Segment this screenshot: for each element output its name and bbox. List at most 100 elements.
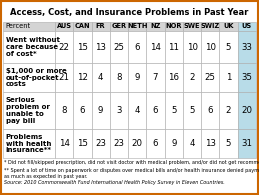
Bar bbox=[128, 31, 146, 63]
Text: 5: 5 bbox=[226, 139, 231, 148]
Text: 8: 8 bbox=[61, 106, 67, 115]
Text: Problems
with health
insurance**: Problems with health insurance** bbox=[5, 134, 52, 153]
Text: 20: 20 bbox=[132, 139, 143, 148]
Bar bbox=[73, 92, 91, 129]
Bar bbox=[183, 63, 201, 92]
Text: 35: 35 bbox=[241, 73, 252, 82]
Text: 5: 5 bbox=[171, 106, 177, 115]
Text: 4: 4 bbox=[98, 73, 103, 82]
Text: 16: 16 bbox=[168, 73, 179, 82]
Bar bbox=[201, 92, 219, 129]
Bar bbox=[91, 92, 110, 129]
Text: NETH: NETH bbox=[127, 24, 147, 29]
Bar bbox=[3, 63, 55, 92]
Bar bbox=[238, 22, 256, 31]
Bar bbox=[201, 22, 219, 31]
Text: 6: 6 bbox=[80, 106, 85, 115]
Text: 8: 8 bbox=[116, 73, 122, 82]
Bar bbox=[110, 31, 128, 63]
Bar bbox=[73, 63, 91, 92]
Text: 10: 10 bbox=[205, 43, 216, 51]
Bar bbox=[146, 22, 165, 31]
Text: ** Spent a lot of time on paperwork or disputes over medical bills and/or health: ** Spent a lot of time on paperwork or d… bbox=[4, 168, 259, 179]
Text: GER: GER bbox=[111, 24, 126, 29]
Bar bbox=[183, 22, 201, 31]
Text: 15: 15 bbox=[77, 139, 88, 148]
Text: 9: 9 bbox=[171, 139, 176, 148]
Text: Serious
problem or
unable to
pay bill: Serious problem or unable to pay bill bbox=[5, 98, 49, 124]
Bar bbox=[183, 92, 201, 129]
Bar bbox=[3, 92, 55, 129]
Text: 22: 22 bbox=[59, 43, 70, 51]
Text: CAN: CAN bbox=[75, 24, 90, 29]
Text: 4: 4 bbox=[189, 139, 195, 148]
Text: 5: 5 bbox=[226, 43, 231, 51]
Bar bbox=[183, 129, 201, 158]
Text: UK: UK bbox=[223, 24, 234, 29]
Text: 2: 2 bbox=[226, 106, 231, 115]
Text: 23: 23 bbox=[95, 139, 106, 148]
Text: 6: 6 bbox=[153, 139, 158, 148]
Bar bbox=[91, 129, 110, 158]
Bar bbox=[91, 22, 110, 31]
Text: 10: 10 bbox=[186, 43, 198, 51]
Text: 7: 7 bbox=[153, 73, 158, 82]
Bar bbox=[146, 129, 165, 158]
Text: 14: 14 bbox=[150, 43, 161, 51]
Text: * Did not fill/skipped prescription, did not visit doctor with medical problem, : * Did not fill/skipped prescription, did… bbox=[4, 160, 259, 165]
Text: NZ: NZ bbox=[150, 24, 161, 29]
Bar bbox=[183, 31, 201, 63]
Bar bbox=[238, 31, 256, 63]
Bar bbox=[55, 92, 73, 129]
Text: 6: 6 bbox=[134, 43, 140, 51]
Text: 13: 13 bbox=[95, 43, 106, 51]
Text: Went without
care because
of cost*: Went without care because of cost* bbox=[5, 37, 60, 57]
Text: Source: 2010 Commonwealth Fund International Health Policy Survey in Eleven Coun: Source: 2010 Commonwealth Fund Internati… bbox=[4, 180, 225, 185]
Bar bbox=[201, 31, 219, 63]
Text: 25: 25 bbox=[113, 43, 125, 51]
Bar bbox=[55, 22, 73, 31]
Text: 31: 31 bbox=[241, 139, 252, 148]
Bar bbox=[3, 22, 55, 31]
Text: 5: 5 bbox=[189, 106, 195, 115]
Text: 9: 9 bbox=[134, 73, 140, 82]
Bar bbox=[110, 22, 128, 31]
Bar bbox=[219, 22, 238, 31]
Bar bbox=[238, 63, 256, 92]
Bar bbox=[165, 63, 183, 92]
Text: 2: 2 bbox=[189, 73, 195, 82]
Bar bbox=[165, 129, 183, 158]
Bar bbox=[3, 31, 55, 63]
Bar bbox=[165, 22, 183, 31]
Text: 3: 3 bbox=[116, 106, 122, 115]
Bar bbox=[165, 31, 183, 63]
Bar bbox=[73, 129, 91, 158]
Text: 21: 21 bbox=[59, 73, 70, 82]
Bar bbox=[238, 92, 256, 129]
Bar bbox=[201, 129, 219, 158]
Bar bbox=[110, 63, 128, 92]
Text: SWIZ: SWIZ bbox=[201, 24, 220, 29]
Bar bbox=[146, 31, 165, 63]
Bar bbox=[128, 22, 146, 31]
Text: 33: 33 bbox=[241, 43, 252, 51]
Bar bbox=[146, 63, 165, 92]
Text: 6: 6 bbox=[153, 106, 158, 115]
Text: NOR: NOR bbox=[166, 24, 182, 29]
Bar bbox=[55, 31, 73, 63]
Text: $1,000 or more
out-of-pocket
costs: $1,000 or more out-of-pocket costs bbox=[5, 68, 66, 87]
Text: 4: 4 bbox=[134, 106, 140, 115]
Text: 13: 13 bbox=[205, 139, 216, 148]
Bar bbox=[219, 63, 238, 92]
Bar bbox=[110, 92, 128, 129]
Bar bbox=[238, 129, 256, 158]
Bar bbox=[201, 63, 219, 92]
Bar bbox=[3, 129, 55, 158]
Text: 25: 25 bbox=[205, 73, 216, 82]
Text: 6: 6 bbox=[207, 106, 213, 115]
Bar bbox=[128, 129, 146, 158]
Text: 14: 14 bbox=[59, 139, 70, 148]
Bar bbox=[55, 63, 73, 92]
Text: US: US bbox=[242, 24, 252, 29]
Bar bbox=[219, 129, 238, 158]
